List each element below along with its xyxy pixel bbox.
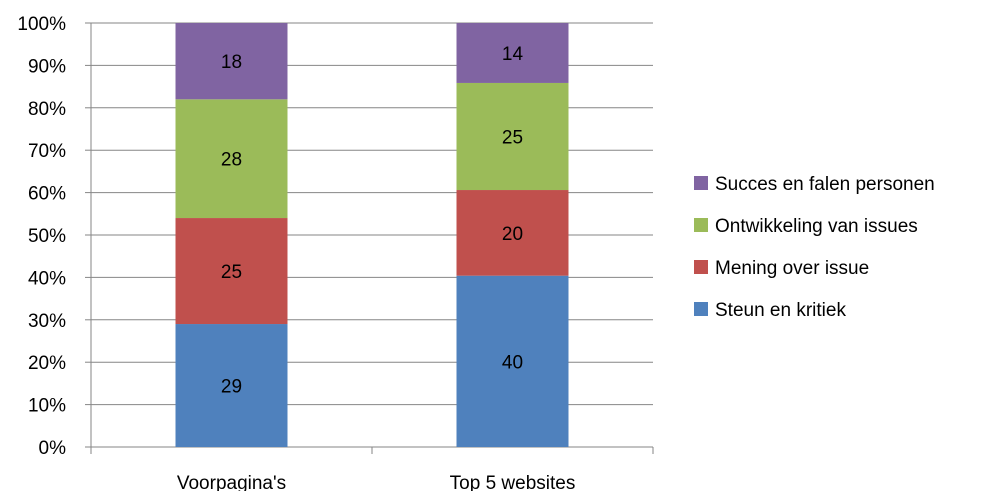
- bar-segment: [456, 23, 569, 83]
- legend-swatch: [694, 218, 708, 232]
- legend-label: Ontwikkeling van issues: [715, 216, 918, 237]
- y-tick-label: 100%: [17, 14, 66, 35]
- legend-swatch: [694, 302, 708, 316]
- bars: [175, 23, 569, 447]
- x-axis: Voorpagina's Top 5 websites: [90, 446, 654, 491]
- y-axis: 0% 10% 20% 30% 40% 50% 60% 70% 80% 90% 100%: [17, 14, 92, 459]
- x-category-label: Voorpagina's: [177, 473, 286, 491]
- y-tick-label: 90%: [28, 56, 66, 77]
- y-tick-label: 0%: [39, 438, 67, 459]
- bar-segment: [175, 218, 288, 325]
- data-label: 29: [221, 377, 242, 398]
- legend-swatch: [694, 176, 708, 190]
- legend-label: Mening over issue: [715, 258, 869, 279]
- data-label: 25: [502, 127, 523, 148]
- legend-label: Succes en falen personen: [715, 174, 935, 195]
- data-label: 25: [221, 262, 242, 283]
- data-label: 40: [502, 352, 523, 373]
- y-tick-label: 40%: [28, 268, 66, 289]
- y-tick-label: 20%: [28, 353, 66, 374]
- legend-swatch: [694, 260, 708, 274]
- y-tick-label: 70%: [28, 141, 66, 162]
- data-label: 20: [502, 224, 523, 245]
- bar-segment: [175, 99, 288, 219]
- legend-label: Steun en kritiek: [715, 300, 846, 321]
- data-label: 28: [221, 150, 242, 171]
- data-labels: 29 25 28 18 40 20 25 14: [221, 44, 524, 398]
- y-tick-label: 80%: [28, 99, 66, 120]
- y-tick-label: 30%: [28, 311, 66, 332]
- data-label: 18: [221, 52, 242, 73]
- data-label: 14: [502, 44, 524, 65]
- y-tick-label: 60%: [28, 184, 66, 205]
- y-tick-label: 10%: [28, 396, 66, 417]
- legend: Succes en falen personen Ontwikkeling van…: [694, 174, 935, 321]
- bar-segment: [456, 82, 569, 191]
- bar-segment: [456, 190, 569, 276]
- y-tick-label: 50%: [28, 226, 66, 247]
- bar-segment: [175, 23, 288, 100]
- bar-segment: [175, 324, 288, 447]
- gridlines: [91, 22, 653, 406]
- x-category-label: Top 5 websites: [450, 473, 576, 491]
- bar-segment: [456, 275, 569, 447]
